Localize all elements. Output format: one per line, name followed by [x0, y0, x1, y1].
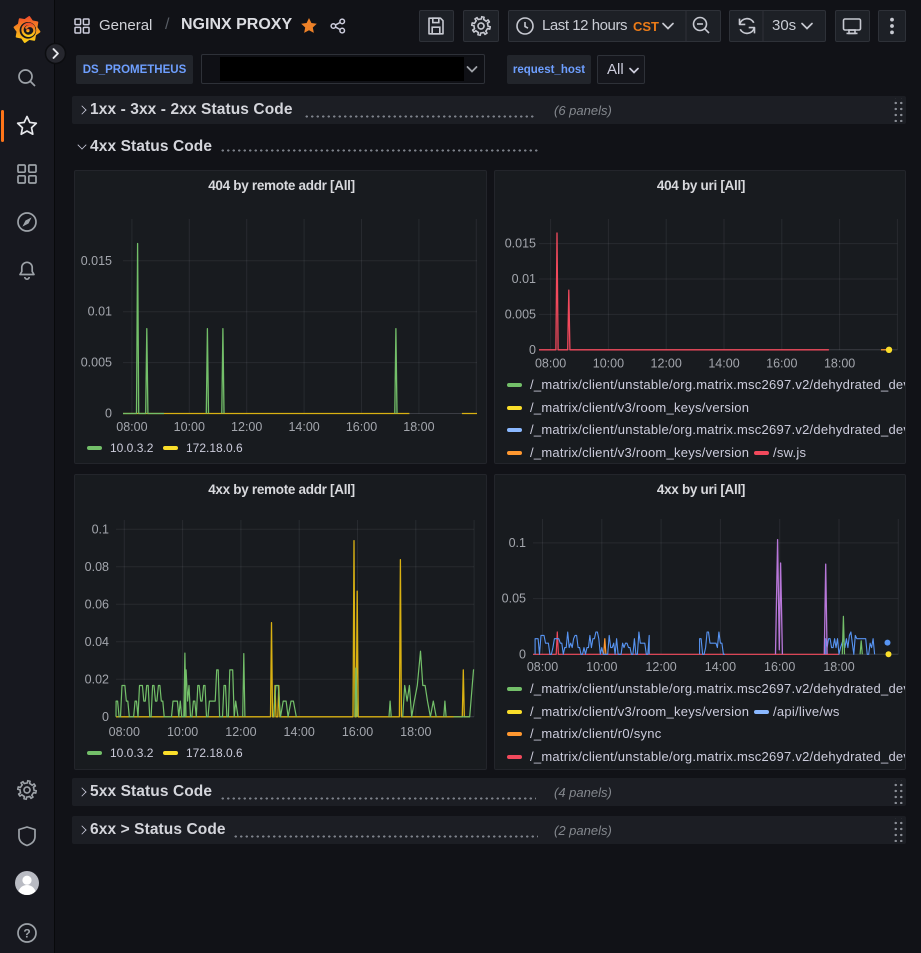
svg-text:0: 0: [519, 647, 526, 661]
svg-text:0.1: 0.1: [92, 522, 109, 536]
svg-text:0.005: 0.005: [505, 307, 536, 321]
svg-text:12:00: 12:00: [225, 725, 256, 739]
svg-text:14:00: 14:00: [708, 357, 739, 371]
svg-text:0.015: 0.015: [505, 237, 536, 251]
svg-text:08:00: 08:00: [109, 725, 140, 739]
svg-text:0.04: 0.04: [85, 635, 109, 649]
svg-text:12:00: 12:00: [645, 660, 676, 674]
svg-text:16:00: 16:00: [346, 420, 377, 434]
svg-text:0.1: 0.1: [509, 536, 526, 550]
svg-text:0.01: 0.01: [88, 305, 112, 319]
svg-text:14:00: 14:00: [705, 660, 736, 674]
svg-text:18:00: 18:00: [823, 660, 854, 674]
svg-text:0: 0: [102, 710, 109, 724]
svg-text:16:00: 16:00: [342, 725, 373, 739]
svg-text:0.02: 0.02: [85, 672, 109, 686]
svg-text:0: 0: [105, 407, 112, 421]
svg-text:0.08: 0.08: [85, 560, 109, 574]
svg-text:18:00: 18:00: [400, 725, 431, 739]
svg-text:10:00: 10:00: [167, 725, 198, 739]
svg-text:16:00: 16:00: [766, 357, 797, 371]
svg-text:10:00: 10:00: [586, 660, 617, 674]
svg-text:08:00: 08:00: [116, 420, 147, 434]
svg-text:12:00: 12:00: [651, 357, 682, 371]
svg-text:0: 0: [529, 343, 536, 357]
svg-text:18:00: 18:00: [824, 357, 855, 371]
svg-text:0.005: 0.005: [81, 356, 112, 370]
svg-text:12:00: 12:00: [231, 420, 262, 434]
svg-text:0.015: 0.015: [81, 254, 112, 268]
svg-text:0.05: 0.05: [502, 592, 526, 606]
svg-text:16:00: 16:00: [764, 660, 795, 674]
svg-text:0.06: 0.06: [85, 597, 109, 611]
svg-text:18:00: 18:00: [403, 420, 434, 434]
svg-text:14:00: 14:00: [284, 725, 315, 739]
svg-text:14:00: 14:00: [288, 420, 319, 434]
svg-text:?: ?: [23, 927, 30, 941]
svg-text:08:00: 08:00: [535, 357, 566, 371]
svg-text:10:00: 10:00: [593, 357, 624, 371]
svg-text:0.01: 0.01: [512, 272, 536, 286]
svg-text:10:00: 10:00: [174, 420, 205, 434]
svg-text:08:00: 08:00: [527, 660, 558, 674]
